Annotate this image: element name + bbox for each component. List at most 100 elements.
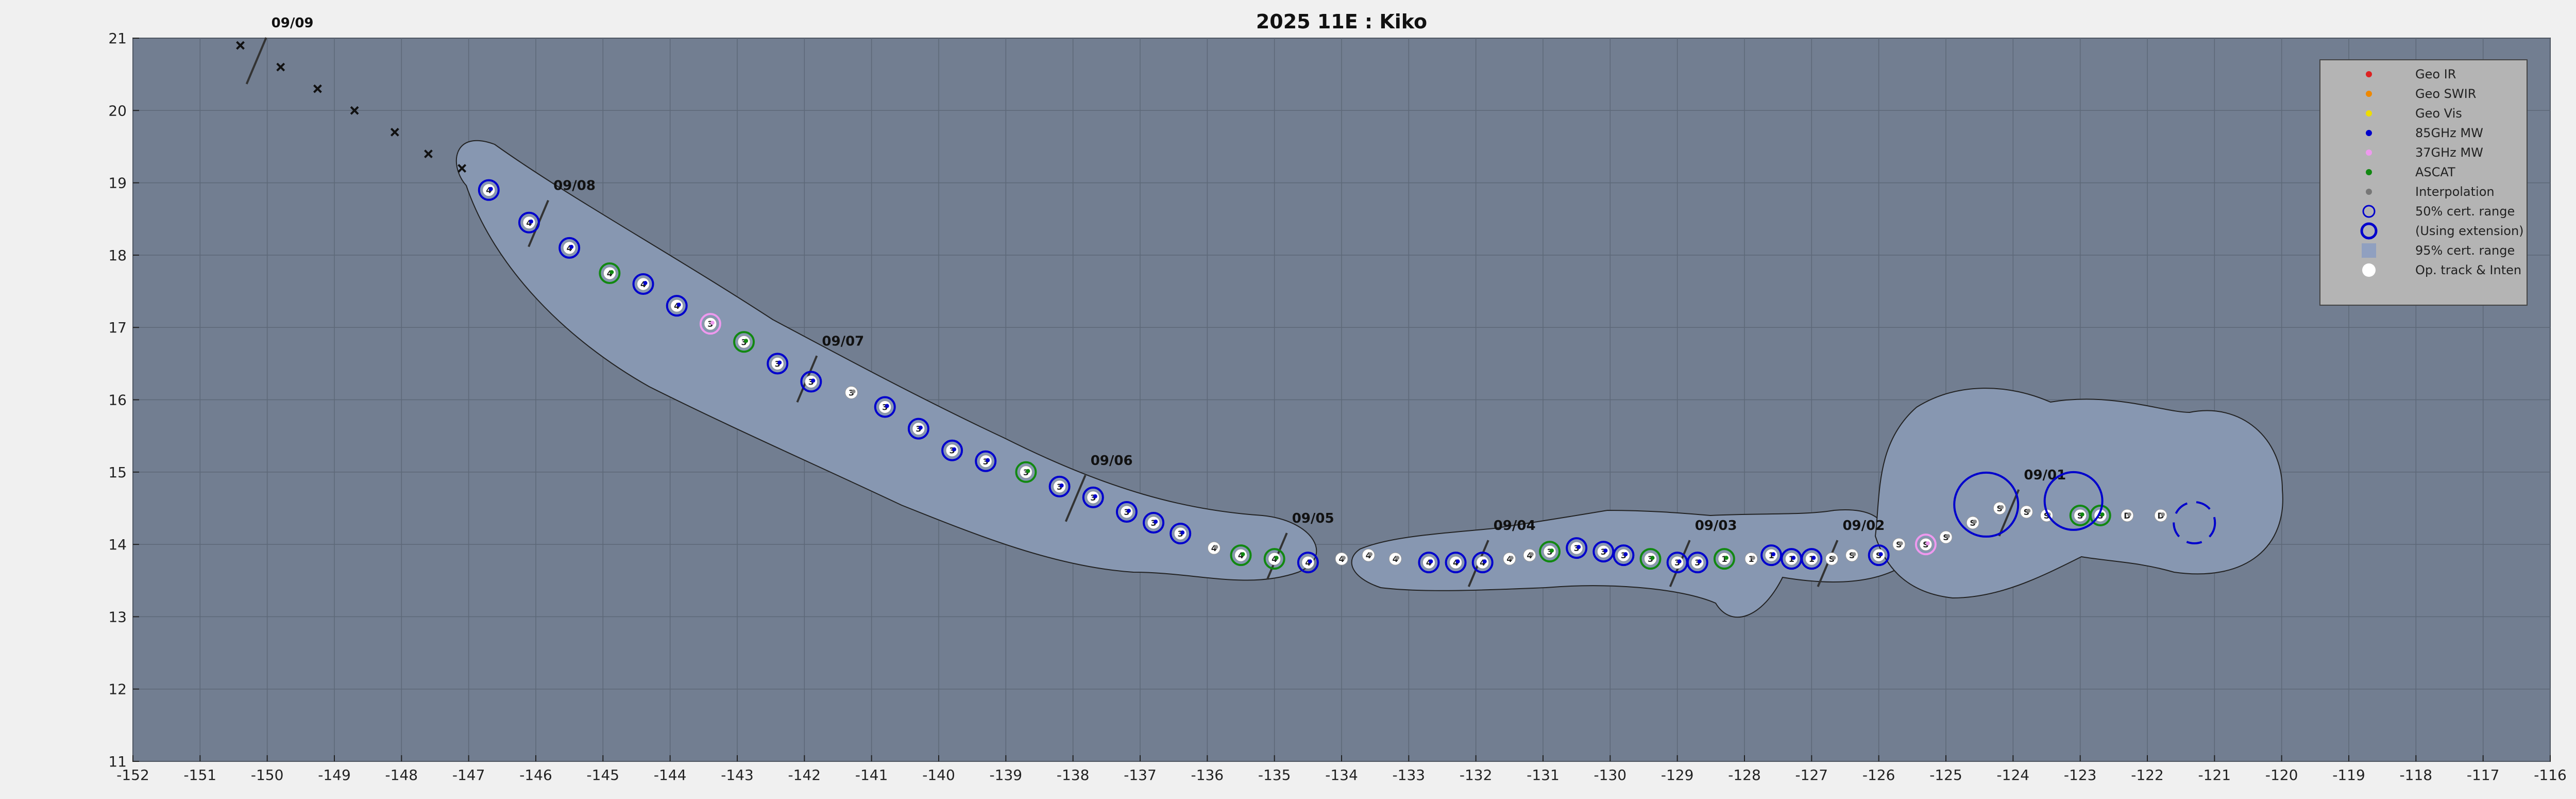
track-x-mark (350, 106, 359, 115)
fix-intensity-label: 4 (1272, 554, 1277, 564)
cert-ring (478, 179, 500, 201)
fix-center-dot (643, 281, 648, 286)
op-dot (1301, 556, 1315, 569)
cert-ring (1801, 548, 1823, 570)
op-dot (1234, 548, 1247, 562)
op-dot (1939, 530, 1953, 544)
fix-point: 1 (1801, 548, 1823, 570)
date-label: 09/04 (1494, 518, 1536, 534)
fix-intensity-label: 3 (1124, 507, 1129, 517)
fix-point: 4 (666, 295, 688, 317)
cert-ring (1418, 552, 1440, 574)
op-dot (670, 299, 684, 312)
op-dot (737, 335, 751, 348)
x-tick-label: -116 (2534, 767, 2567, 784)
op-dot (1087, 491, 1100, 504)
y-tick-label: 15 (108, 464, 127, 481)
fix-center-dot (1482, 559, 1487, 564)
fix-center-dot (1342, 556, 1346, 560)
fix-intensity-label: 3 (1601, 547, 1606, 557)
op-dot (522, 216, 536, 229)
fix-point: S (1868, 544, 1890, 567)
op-dot (1449, 556, 1463, 569)
fix-intensity-label: S (1896, 540, 1902, 550)
fix-center-dot (1214, 545, 1218, 550)
cert-ring (2089, 504, 2111, 526)
fix-center-dot (1241, 552, 1245, 557)
fix-point: 3 (1592, 541, 1615, 563)
date-label: 09/06 (1091, 453, 1133, 469)
fix-intensity-label: 3 (849, 388, 854, 397)
op-dot (845, 386, 858, 399)
op-dot (1147, 516, 1160, 529)
track-x-mark (276, 62, 285, 72)
track-x-mark (390, 127, 399, 137)
fix-point: 3 (1566, 537, 1588, 559)
legend-entry: 95% cert. range (2362, 243, 2515, 258)
fix-center-dot (1973, 520, 1977, 524)
op-dot (482, 184, 496, 197)
fix-center-dot (2026, 508, 2031, 513)
y-tick-label: 12 (108, 681, 127, 698)
op-dot (912, 422, 925, 436)
x-tick-label: -133 (1393, 767, 1426, 784)
date-tick (1998, 489, 2020, 537)
fix-intensity-label: 3 (1694, 558, 1700, 568)
fix-intensity-label: 1 (1769, 551, 1774, 560)
cert-ring (1471, 552, 1494, 574)
op-dot (1597, 545, 1610, 558)
cert-ring (1445, 552, 1467, 574)
fix-center-dot (1771, 552, 1776, 557)
legend-label: 95% cert. range (2415, 243, 2515, 258)
x-tick-label: -137 (1124, 767, 1157, 784)
fix-center-dot (1126, 508, 1131, 513)
fix-point: 4 (1418, 552, 1440, 574)
fix-point: 1 (1760, 544, 1783, 567)
date-label: 09/02 (1842, 518, 1885, 534)
x-tick-label: -146 (519, 767, 552, 784)
cert-ring (1143, 512, 1165, 534)
fix-intensity-label: 3 (1674, 558, 1680, 568)
legend-entry: (Using extension) (2360, 222, 2524, 240)
y-tick-label: 13 (108, 608, 127, 625)
fix-point: 3 (767, 353, 789, 375)
fix-point: S (1966, 516, 1979, 529)
cert-ring (558, 237, 581, 259)
x-tick-label: -131 (1527, 767, 1560, 784)
op-dot (1744, 552, 1758, 565)
fix-center-dot (918, 425, 923, 430)
fix-intensity-label: 4 (1338, 554, 1344, 564)
op-dot (1671, 556, 1684, 569)
x-tick-label: -149 (318, 767, 351, 784)
fix-point: 4 (518, 211, 540, 234)
fix-center-dot (1429, 559, 1433, 564)
cert-ring (666, 295, 688, 317)
fix-point: 3 (1082, 486, 1104, 508)
fix-point: 4 (1362, 548, 1375, 562)
op-dot (979, 455, 992, 468)
op-dot (1207, 541, 1221, 555)
y-tick-label: 17 (108, 319, 127, 336)
legend: Geo IR Geo SWIR Geo Vis 85GHz MW 37GHz MW ASC… (2319, 59, 2528, 306)
legend-entry: 85GHz MW (2366, 126, 2483, 140)
fix-intensity-label: S (1829, 554, 1835, 564)
x-tick-label: -139 (990, 767, 1023, 784)
fix-center-dot (885, 404, 889, 408)
cert-ring (1115, 501, 1138, 523)
fix-intensity-label: 3 (916, 424, 921, 434)
op-dot (804, 375, 818, 388)
fix-center-dot (1946, 534, 1950, 539)
x-tick-label: -152 (116, 767, 149, 784)
fix-intensity-label: 3 (1621, 551, 1626, 560)
fix-center-dot (1751, 556, 1756, 560)
cert-ring (733, 331, 755, 353)
fix-intensity-label: 3 (1574, 543, 1580, 553)
cert-ring-large (2173, 501, 2216, 545)
fix-center-dot (1093, 494, 1097, 498)
op-dot (704, 317, 717, 330)
fix-center-dot (1274, 556, 1279, 560)
op-dot (878, 401, 892, 414)
y-tick-label: 11 (108, 753, 127, 770)
fix-point: 1 (1744, 552, 1758, 565)
fix-intensity-label: 3 (1150, 518, 1156, 528)
